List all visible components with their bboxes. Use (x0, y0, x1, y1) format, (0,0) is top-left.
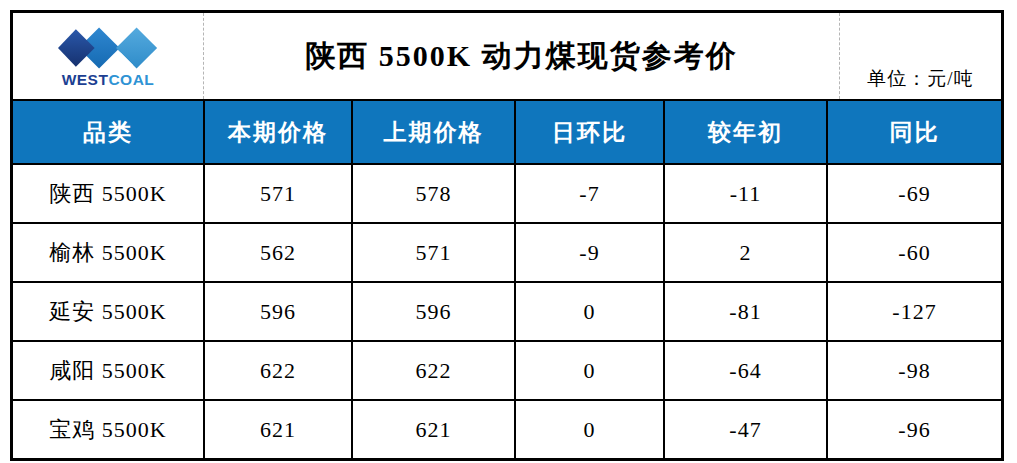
cell-category: 宝鸡 5500K (13, 400, 204, 458)
cell-previous-price: 621 (352, 400, 515, 458)
cell-yoy-change: -69 (827, 164, 1001, 223)
table-header-row: 品类 本期价格 上期价格 日环比 较年初 同比 (13, 101, 1001, 164)
table-row: 延安 5500K 596 596 0 -81 -127 (13, 282, 1001, 341)
logo-text-coal: COAL (108, 71, 154, 88)
page-title: 陕西 5500K 动力煤现货参考价 (204, 13, 839, 99)
cell-current-price: 571 (204, 164, 352, 223)
brand-logo: WESTCOAL (13, 13, 204, 99)
cell-previous-price: 571 (352, 223, 515, 282)
unit-label: 单位：元/吨 (839, 13, 1001, 99)
cell-ytd-change: -11 (664, 164, 827, 223)
col-header-ytd-change: 较年初 (664, 101, 827, 164)
table-row: 宝鸡 5500K 621 621 0 -47 -96 (13, 400, 1001, 458)
cell-daily-change: 0 (515, 400, 664, 458)
header-band: WESTCOAL 陕西 5500K 动力煤现货参考价 单位：元/吨 (13, 13, 1001, 101)
cell-daily-change: 0 (515, 282, 664, 341)
westcoal-logo-text: WESTCOAL (62, 72, 155, 88)
col-header-previous-price: 上期价格 (352, 101, 515, 164)
table-row: 咸阳 5500K 622 622 0 -64 -98 (13, 341, 1001, 400)
cell-category: 延安 5500K (13, 282, 204, 341)
cell-ytd-change: 2 (664, 223, 827, 282)
cell-daily-change: -7 (515, 164, 664, 223)
logo-text-west: WEST (62, 71, 109, 88)
cell-category: 咸阳 5500K (13, 341, 204, 400)
cell-previous-price: 622 (352, 341, 515, 400)
cell-daily-change: -9 (515, 223, 664, 282)
cell-current-price: 562 (204, 223, 352, 282)
cell-category: 陕西 5500K (13, 164, 204, 223)
cell-current-price: 596 (204, 282, 352, 341)
westcoal-w-diamonds-icon (58, 26, 158, 70)
cell-daily-change: 0 (515, 341, 664, 400)
price-table-frame: WESTCOAL 陕西 5500K 动力煤现货参考价 单位：元/吨 品类 本期价… (10, 10, 1004, 461)
col-header-daily-change: 日环比 (515, 101, 664, 164)
cell-yoy-change: -127 (827, 282, 1001, 341)
cell-current-price: 621 (204, 400, 352, 458)
price-table: 品类 本期价格 上期价格 日环比 较年初 同比 陕西 5500K 571 578… (13, 101, 1001, 458)
cell-previous-price: 596 (352, 282, 515, 341)
cell-yoy-change: -60 (827, 223, 1001, 282)
cell-ytd-change: -47 (664, 400, 827, 458)
cell-ytd-change: -81 (664, 282, 827, 341)
cell-current-price: 622 (204, 341, 352, 400)
cell-category: 榆林 5500K (13, 223, 204, 282)
cell-ytd-change: -64 (664, 341, 827, 400)
table-row: 陕西 5500K 571 578 -7 -11 -69 (13, 164, 1001, 223)
table-row: 榆林 5500K 562 571 -9 2 -60 (13, 223, 1001, 282)
cell-previous-price: 578 (352, 164, 515, 223)
cell-yoy-change: -96 (827, 400, 1001, 458)
col-header-category: 品类 (13, 101, 204, 164)
col-header-yoy-change: 同比 (827, 101, 1001, 164)
cell-yoy-change: -98 (827, 341, 1001, 400)
col-header-current-price: 本期价格 (204, 101, 352, 164)
